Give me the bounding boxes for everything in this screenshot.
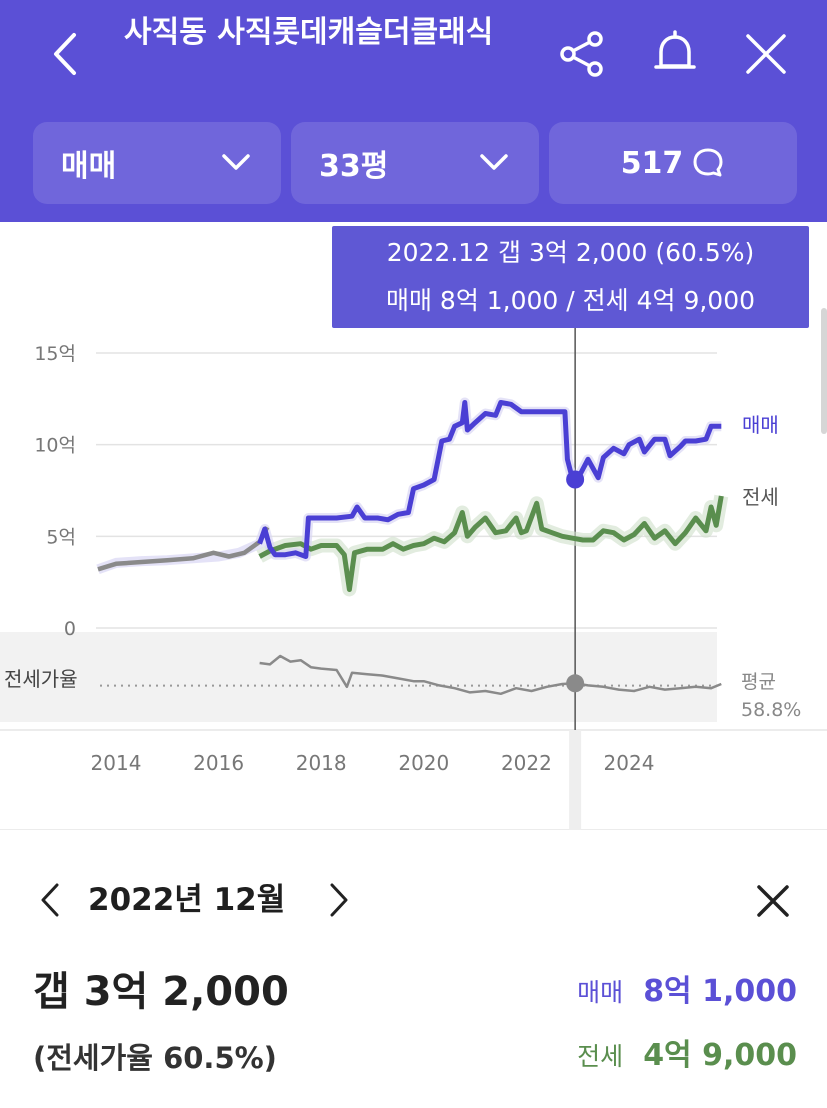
ratio-band [0,632,717,722]
comments-button[interactable]: 517 [549,122,797,204]
comments-count: 517 [620,145,684,181]
jeonse-price-label: 전세 [577,1042,624,1071]
bell-icon [654,30,696,69]
next-month-button[interactable] [323,878,355,922]
jeonse-price-value: 4억 9,000 [643,1038,797,1073]
average-label: 평균 [741,671,776,693]
jeonse-ratio-line [259,654,722,696]
detail-panel: 2022년 12월 갭 3억 2,000 (전세가율 60.5%) 매매 8억 … [0,830,827,1108]
close-icon [746,34,786,74]
share-icon [560,31,603,77]
sale-price-label: 매매 [577,978,624,1007]
jeonse-price-row: 전세 4억 9,000 [577,1030,797,1074]
selected-sale-dot [566,470,585,489]
x-tick-label: 2024 [604,751,655,775]
trade-type-dropdown[interactable]: 매매 [33,122,281,204]
page-title: 사직동 사직롯데캐슬더클래식 [124,15,494,50]
chevron-right-icon [330,883,348,917]
detail-close-button[interactable] [752,880,794,922]
selection-band [569,730,582,830]
chevron-down-icon [222,154,250,170]
x-tick-label: 2014 [91,751,142,775]
y-tick-label: 10억 [34,435,76,457]
selected-month: 2022년 12월 [88,882,286,918]
close-button[interactable] [738,26,794,82]
tooltip-line-1: 2022.12 갭 3억 2,000 (60.5%) [386,238,755,267]
x-tick-label: 2016 [193,751,244,775]
back-button[interactable] [40,26,90,82]
selected-ratio-dot [566,674,585,693]
speech-bubble-icon [693,148,723,177]
header: 사직동 사직롯데캐슬더클래식 매매 33평 517 [0,0,827,222]
past-price-line [97,526,270,572]
x-tick-label: 2020 [398,751,449,775]
price-chart-svg: 15억 10억 5억 0 2014 2016 2018 2020 2022 2024 매매전세전세가… [0,328,827,830]
size-dropdown[interactable]: 33평 [291,122,539,204]
y-tick-label: 15억 [34,343,76,365]
chevron-left-icon [41,883,59,917]
jeonse-range-shadow [256,494,729,597]
x-tick-label: 2018 [296,751,347,775]
ratio-label: 전세가율 [4,667,78,691]
scrollbar[interactable] [821,308,827,434]
sale-price-line [257,400,722,559]
jeonse-price-line [258,495,724,592]
y-tick-label: 0 [64,618,76,640]
prev-month-button[interactable] [34,878,66,922]
trade-type-label: 매매 [61,149,117,184]
jeonse-ratio: (전세가율 60.5%) [33,1041,277,1075]
legend-sale: 매매 [742,413,779,437]
chart-tooltip: 2022.12 갭 3억 2,000 (60.5%) 매매 8억 1,000 /… [332,226,809,328]
legend-jeonse: 전세 [742,485,779,509]
size-label: 33평 [319,149,389,184]
share-button[interactable] [554,26,610,82]
y-tick-label: 5억 [46,526,76,548]
notification-button[interactable] [647,26,703,82]
sale-price-row: 매매 8억 1,000 [577,966,797,1010]
x-tick-label: 2022 [501,751,552,775]
gap-amount: 갭 3억 2,000 [33,969,289,1015]
average-value: 58.8% [741,699,801,721]
chevron-left-icon [54,33,76,75]
sale-price-value: 8억 1,000 [643,974,797,1009]
close-icon [757,885,789,917]
chevron-down-icon [480,154,508,170]
tooltip-line-2: 매매 8억 1,000 / 전세 4억 9,000 [385,286,756,315]
